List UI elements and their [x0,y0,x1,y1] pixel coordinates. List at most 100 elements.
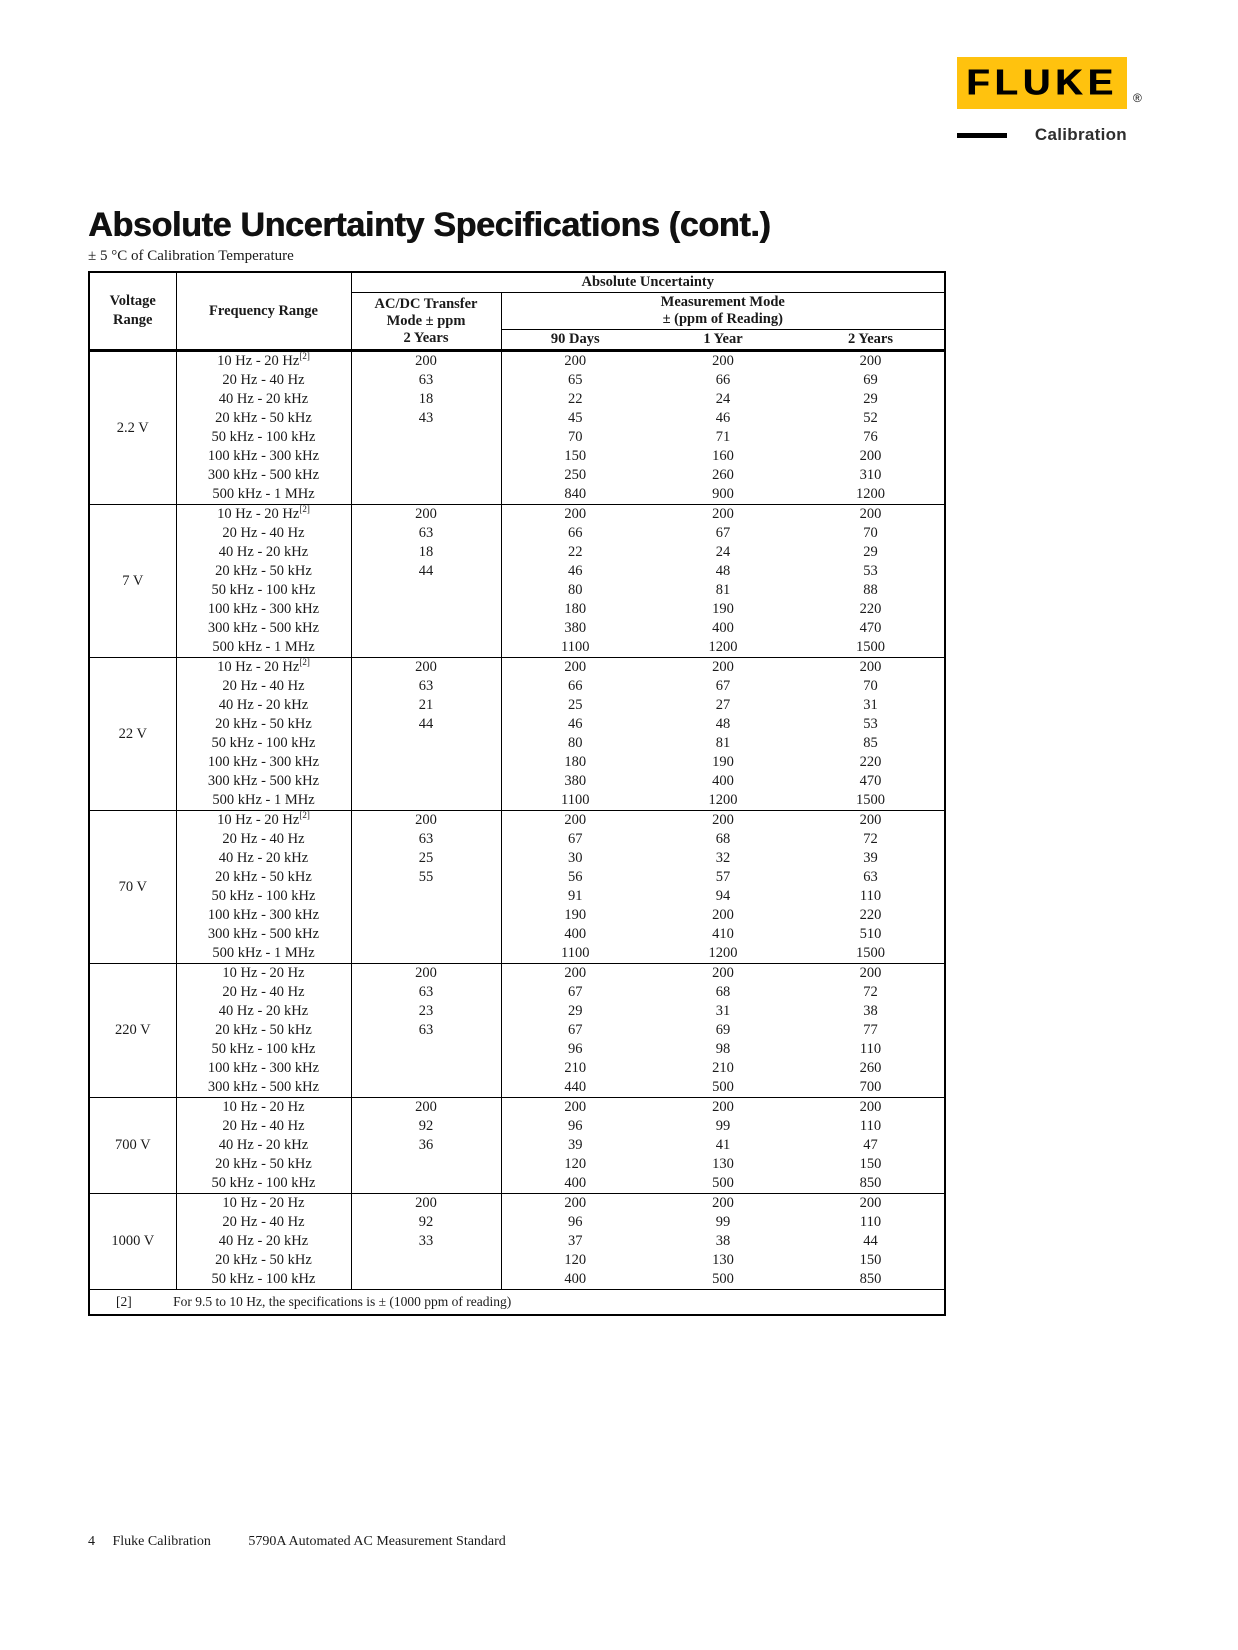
uncertainty-90days-value: 180 [564,754,587,770]
uncertainty-90days-value: 25 [568,697,583,713]
uncertainty-1year-value: 410 [712,926,734,942]
voltage-range-value: 700 V [89,1097,177,1194]
header-acdc-line1: AC/DC Transfer [374,295,478,312]
uncertainty-90days-value: 96 [568,1118,583,1134]
uncertainty-1year-value: 1200 [708,792,738,808]
frequency-range-value: 20 Hz - 40 Hz [176,524,352,543]
uncertainty-2years-value: 72 [863,831,878,847]
spec-row: 20 kHz - 50 kHz 120 130 150 [89,1251,945,1270]
frequency-range-value: 100 kHz - 300 kHz [176,447,352,466]
acdc-transfer-value: 44 [351,715,502,734]
uncertainty-1year-value: 24 [715,544,731,560]
spec-row: 100 kHz - 300 kHz 150 160 200 [89,447,945,466]
spec-row: 20 Hz - 40 Hz 63 65 66 69 [89,371,945,390]
uncertainty-90days-value: 46 [568,563,583,579]
footnote-reference: [2] [299,657,310,668]
spec-row: 500 kHz - 1 MHz 840 900 1200 [89,485,945,505]
uncertainty-1year-value: 200 [712,353,734,369]
frequency-range-value: 10 Hz - 20 Hz [176,1193,352,1213]
uncertainty-1year-value: 67 [715,525,731,541]
footnote-reference: [2] [299,351,310,362]
uncertainty-2years-value: 70 [863,678,878,694]
uncertainty-2years-value: 63 [863,869,878,885]
spec-row: 20 kHz - 50 kHz 55 56 57 63 [89,868,945,887]
uncertainty-90days-value: 200 [501,963,649,983]
acdc-transfer-value: 23 [351,1002,502,1021]
spec-row: 40 Hz - 20 kHz 33 37 38 44 [89,1232,945,1251]
frequency-range-value: 500 kHz - 1 MHz [176,791,352,811]
footnote-row: [2] For 9.5 to 10 Hz, the specifications… [89,1290,945,1315]
frequency-range-value: 500 kHz - 1 MHz [176,485,352,505]
spec-row: 100 kHz - 300 kHz 180 190 220 [89,600,945,619]
acdc-transfer-value: 200 [351,657,502,677]
spec-row: 500 kHz - 1 MHz 1100 1200 1500 [89,944,945,964]
acdc-transfer-value: 18 [351,390,502,409]
acdc-transfer-value [351,600,502,619]
acdc-transfer-value: 92 [351,1117,502,1136]
acdc-transfer-value: 36 [351,1136,502,1155]
header-measurement-mode-line1: Measurement Mode [660,294,785,310]
uncertainty-90days-value: 400 [564,1271,587,1287]
uncertainty-1year-value: 1200 [708,945,738,961]
spec-row: 300 kHz - 500 kHz 400 410 510 [89,925,945,944]
uncertainty-2years-value: 52 [863,410,878,426]
frequency-range-value: 100 kHz - 300 kHz [176,600,352,619]
spec-row: 100 kHz - 300 kHz 210 210 260 [89,1059,945,1078]
spec-row: 50 kHz - 100 kHz 400 500 850 [89,1174,945,1194]
uncertainty-90days-value: 180 [564,601,587,617]
uncertainty-2years-value: 260 [859,1060,882,1076]
uncertainty-1year-value: 1200 [708,639,738,655]
frequency-range-value: 100 kHz - 300 kHz [176,753,352,772]
calibration-text: Calibration [1034,125,1127,144]
uncertainty-2years-value: 70 [863,525,878,541]
acdc-transfer-value: 63 [351,830,502,849]
frequency-range-value: 300 kHz - 500 kHz [176,772,352,791]
uncertainty-2years-value: 110 [859,888,882,904]
uncertainty-1year-value: 99 [715,1118,731,1134]
uncertainty-1year-value: 81 [715,735,731,751]
uncertainty-90days-value: 200 [501,657,649,677]
spec-row: 40 Hz - 20 kHz 23 29 31 38 [89,1002,945,1021]
frequency-range-value: 20 kHz - 50 kHz [176,715,352,734]
uncertainty-2years-value: 200 [859,353,882,369]
acdc-transfer-value [351,1174,502,1194]
uncertainty-1year-value: 41 [715,1137,731,1153]
header-90-days: 90 Days [550,331,600,347]
calibration-tagline: Calibration [957,125,1127,145]
acdc-transfer-value: 44 [351,562,502,581]
spec-row: 300 kHz - 500 kHz 380 400 470 [89,772,945,791]
spec-row: 220 V 10 Hz - 20 Hz 200 200 200 200 [89,963,946,1098]
uncertainty-1year-value: 200 [649,657,797,677]
uncertainty-1year-value: 67 [715,678,731,694]
frequency-range-value: 10 Hz - 20 Hz[2] [176,504,352,524]
uncertainty-2years-value: 44 [863,1233,878,1249]
frequency-range-value: 100 kHz - 300 kHz [176,1059,352,1078]
spec-row: 50 kHz - 100 kHz 80 81 85 [89,734,945,753]
acdc-transfer-value: 200 [351,1097,502,1117]
uncertainty-90days-value: 67 [568,984,583,1000]
page-footer: 4 Fluke Calibration 5790A Automated AC M… [88,1534,506,1550]
uncertainty-2years-value: 200 [797,810,946,830]
spec-row: 700 V 10 Hz - 20 Hz 200 200 200 200 [89,1097,946,1194]
acdc-transfer-value [351,753,502,772]
uncertainty-1year-value: 48 [715,716,731,732]
uncertainty-2years-value: 29 [863,544,878,560]
uncertainty-1year-value: 69 [715,1022,731,1038]
acdc-transfer-value: 21 [351,696,502,715]
uncertainty-2years-value: 69 [863,372,878,388]
acdc-transfer-value [351,581,502,600]
uncertainty-90days-value: 80 [568,582,583,598]
acdc-transfer-value [351,1155,502,1174]
uncertainty-90days-value: 1100 [561,945,590,961]
acdc-transfer-value [351,1078,502,1098]
acdc-transfer-value [351,887,502,906]
spec-row: 20 Hz - 40 Hz 63 67 68 72 [89,983,945,1002]
header-measurement-mode-line2: ± (ppm of Reading) [662,311,783,327]
acdc-transfer-value: 63 [351,524,502,543]
header-acdc-line2: Mode ± ppm [386,312,466,329]
uncertainty-1year-value: 160 [712,448,734,464]
acdc-transfer-value [351,638,502,658]
uncertainty-1year-value: 57 [715,869,731,885]
spec-row: 40 Hz - 20 kHz 25 30 32 39 [89,849,945,868]
uncertainty-90days-value: 80 [568,735,583,751]
